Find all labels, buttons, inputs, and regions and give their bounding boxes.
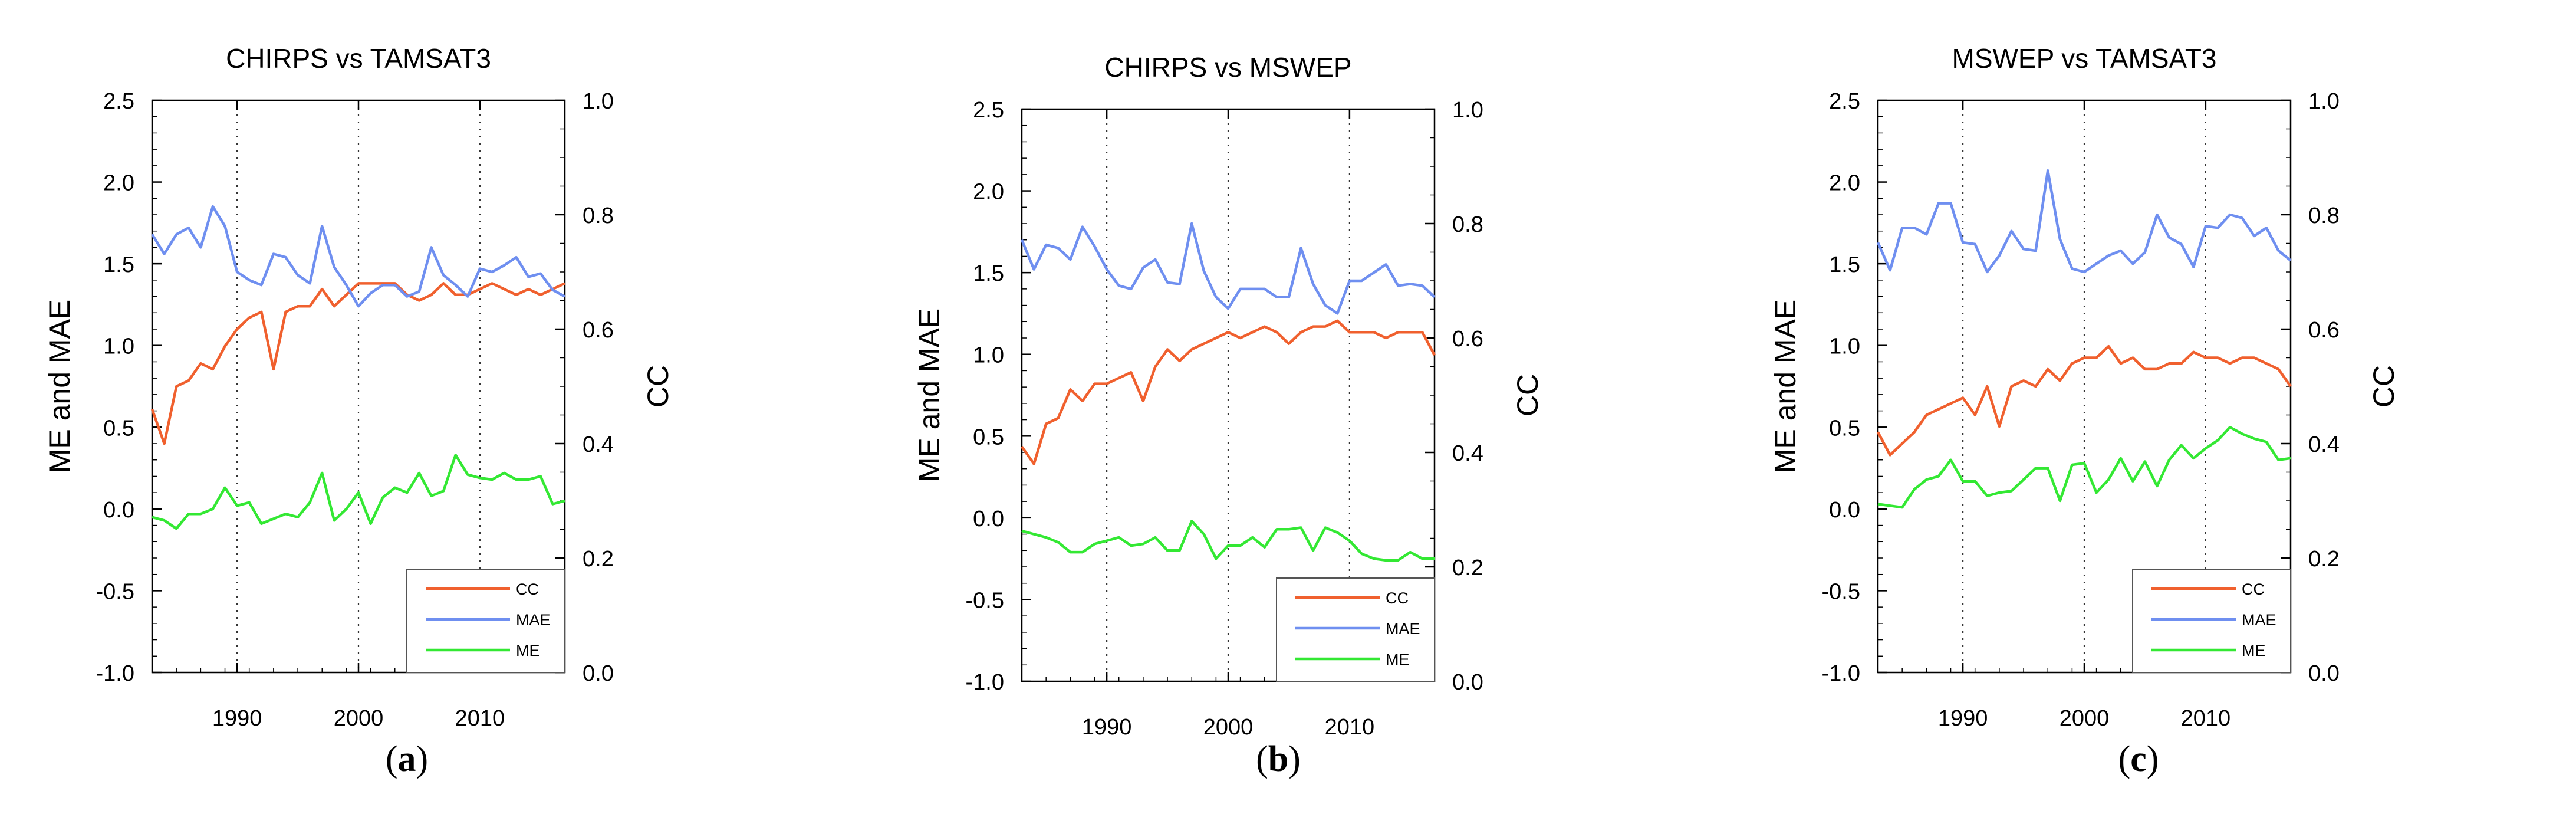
left-y-tick-label: 1.0 [103,334,134,359]
right-y-tick-label: 0.6 [1452,327,1483,352]
x-tick-label: 2010 [2181,706,2231,731]
series-line-cc [1877,344,2292,457]
chart-panel-c: MSWEP vs TAMSAT3 2.5 2.0 1.5 1.0 0.5 0.0 -0.5 -1… [1769,43,2400,731]
legend-label: CC [516,580,539,598]
right-y-tick-label: 0.8 [583,204,614,228]
right-y-tick-label: 0.0 [583,661,614,686]
right-y-tick-label: 0.2 [1452,556,1483,580]
right-y-tick-label: 1.0 [1452,98,1483,123]
right-y-tick-label: 0.6 [2308,318,2340,343]
legend-label: MAE [2242,611,2276,629]
right-y-tick-label: 0.0 [1452,670,1483,695]
legend-label: CC [1386,589,1409,607]
y-axis-title-left: ME and MAE [1769,300,1802,474]
y-axis-title-right: CC [2367,365,2400,408]
right-y-tick-label: 0.4 [2308,432,2340,457]
left-y-tick-label: -0.5 [966,588,1004,613]
series-line-mae [151,205,566,308]
chart-panel-b: CHIRPS vs MSWEP 2.5 2.0 1.5 1.0 0.5 0.0 -0.5 -1.… [913,52,1544,740]
x-tick-label: 1990 [1082,715,1132,740]
right-y-tick-label: 0.4 [1452,441,1483,466]
left-y-tick-label: -1.0 [1822,661,1860,686]
series-line-cc [150,282,565,445]
left-y-tick-label: 2.5 [973,98,1004,123]
legend-box [2132,569,2291,673]
y-axis-title-right: CC [641,365,675,408]
right-y-tick-label: 0.2 [2308,547,2340,572]
left-y-tick-label: 2.0 [1829,171,1860,196]
series-line-me [1877,426,2291,509]
legend-label: CC [2242,580,2265,598]
right-y-tick-label: 0.8 [2308,204,2340,228]
x-tick-label: 2000 [1203,715,1254,740]
left-y-tick-label: 1.5 [1829,252,1860,277]
legend-label: ME [2242,642,2266,659]
left-y-tick-label: 1.5 [103,252,134,277]
left-y-tick-label: 2.0 [973,180,1004,205]
series-line-mae [1020,222,1436,315]
x-tick-label: 2010 [1325,715,1375,740]
left-y-tick-label: 1.0 [973,343,1004,368]
left-y-tick-label: -1.0 [966,670,1004,695]
left-y-tick-label: 1.5 [973,261,1004,286]
right-y-tick-label: 0.4 [583,432,614,457]
left-y-tick-label: 2.5 [1829,89,1860,114]
legend-box [406,569,565,673]
x-tick-label: 2010 [455,706,505,731]
chart-title: CHIRPS vs MSWEP [1104,52,1351,83]
left-y-tick-label: 0.0 [1829,498,1860,523]
left-y-tick-label: -1.0 [96,661,134,686]
y-axis-title-left: ME and MAE [43,300,76,474]
left-y-tick-label: 0.5 [1829,416,1860,441]
right-y-tick-label: 0.6 [583,318,614,343]
right-y-tick-label: 0.8 [1452,212,1483,237]
chart-title: MSWEP vs TAMSAT3 [1952,43,2217,74]
right-y-tick-label: 0.2 [583,547,614,572]
left-y-tick-label: 0.0 [973,507,1004,531]
x-tick-label: 1990 [212,706,262,731]
x-tick-label: 2000 [334,706,384,731]
left-y-tick-label: 1.0 [1829,334,1860,359]
chart-title: CHIRPS vs TAMSAT3 [226,43,491,74]
legend-label: ME [516,642,540,659]
panel-label-b: (b) [1256,739,1301,779]
chart-panel-a: CHIRPS vs TAMSAT3 2.5 2.0 1.5 1.0 0.5 0.0 -0.5 -… [43,43,675,731]
left-y-tick-label: 2.5 [103,89,134,114]
right-y-tick-label: 1.0 [2308,89,2340,114]
series-line-me [1021,520,1435,562]
series-line-cc [1021,319,1436,465]
left-y-tick-label: 0.5 [973,425,1004,449]
y-axis-title-right: CC [1511,374,1544,416]
x-tick-label: 2000 [2060,706,2110,731]
right-y-tick-label: 1.0 [583,89,614,114]
legend-label: ME [1386,651,1410,668]
series-line-mae [1876,169,2292,274]
series-line-me [152,454,565,530]
x-tick-label: 1990 [1938,706,1988,731]
left-y-tick-label: 2.0 [103,171,134,196]
y-axis-title-left: ME and MAE [913,308,946,483]
panel-label-a: (a) [385,739,429,779]
left-y-tick-label: 0.0 [103,498,134,523]
left-y-tick-label: 0.5 [103,416,134,441]
panel-label-c: (c) [2118,739,2159,779]
legend-label: MAE [1386,620,1420,638]
left-y-tick-label: -0.5 [1822,579,1860,604]
legend-box [1276,577,1435,682]
left-y-tick-label: -0.5 [96,579,134,604]
legend-label: MAE [516,611,551,629]
right-y-tick-label: 0.0 [2308,661,2340,686]
